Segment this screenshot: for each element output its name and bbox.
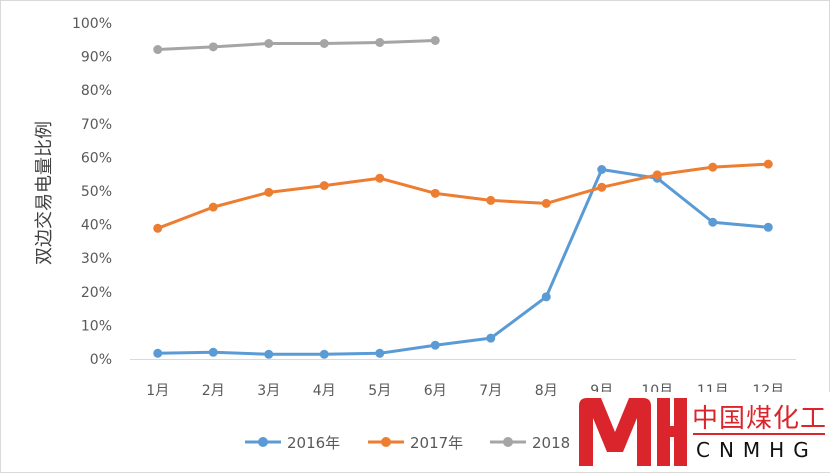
logo-mark-icon [579, 398, 687, 466]
data-point [319, 181, 329, 191]
series-line [157, 162, 769, 230]
y-tick-label: 0% [90, 352, 112, 368]
data-point [708, 217, 718, 227]
data-point [264, 38, 274, 48]
y-axis-ticks: 0% 10% 20% 30% 40% 50% 60% 70% 80% 90% 100% [72, 16, 112, 368]
legend: 2016年 2017年 2018 [245, 434, 570, 452]
legend-marker [503, 437, 513, 447]
series-line [157, 167, 769, 356]
logo-divider [693, 433, 825, 435]
legend-item: 2017年 [368, 434, 463, 452]
logo-text-chinese: 中国煤化工 [692, 404, 828, 434]
legend-marker [258, 437, 268, 447]
y-tick-label: 70% [81, 117, 112, 133]
x-tick-label: 5月 [368, 383, 391, 399]
series-2 [153, 159, 773, 233]
series-group [153, 35, 773, 359]
series-1 [153, 164, 773, 359]
data-point [375, 37, 385, 47]
y-tick-label: 20% [81, 285, 112, 301]
data-point [153, 348, 163, 358]
data-point [208, 202, 218, 212]
data-point [153, 45, 163, 55]
data-point [319, 349, 329, 359]
data-point [486, 333, 496, 343]
x-tick-label: 1月 [146, 383, 169, 399]
x-tick-label: 2月 [202, 383, 225, 399]
x-tick-label: 7月 [479, 383, 502, 399]
data-point [153, 223, 163, 233]
data-point [541, 292, 551, 302]
x-tick-label: 6月 [424, 383, 447, 399]
data-point [430, 188, 440, 198]
data-point [375, 348, 385, 358]
y-tick-label: 50% [81, 184, 112, 200]
data-point [208, 347, 218, 357]
data-point [763, 159, 773, 169]
y-tick-label: 80% [81, 83, 112, 99]
legend-item: 2018 [490, 434, 570, 452]
legend-label: 2017年 [410, 434, 463, 452]
data-point [264, 349, 274, 359]
logo-text-english: CNMHG [696, 438, 818, 462]
legend-marker [381, 437, 391, 447]
legend-label: 2018 [532, 434, 570, 452]
legend-label: 2016年 [287, 434, 340, 452]
data-point [319, 38, 329, 48]
data-point [597, 182, 607, 192]
data-point [486, 195, 496, 205]
x-tick-label: 4月 [313, 383, 336, 399]
y-tick-label: 30% [81, 251, 112, 267]
legend-item: 2016年 [245, 434, 340, 452]
y-tick-label: 40% [81, 218, 112, 234]
series-line [157, 38, 436, 52]
y-axis-label: 双边交易电量比例 [34, 121, 55, 265]
data-point [430, 340, 440, 350]
y-tick-label: 90% [81, 50, 112, 66]
data-point [597, 164, 607, 174]
data-point [763, 222, 773, 232]
brand-logo: 中国煤化工 CNMHG [575, 392, 830, 472]
data-point [708, 162, 718, 172]
x-tick-label: 3月 [257, 383, 280, 399]
data-point [208, 42, 218, 52]
y-tick-label: 60% [81, 150, 112, 166]
x-tick-label: 8月 [535, 383, 558, 399]
y-tick-label: 10% [81, 318, 112, 334]
data-point [375, 173, 385, 183]
data-point [541, 198, 551, 208]
series-3 [153, 35, 440, 55]
y-tick-label: 100% [72, 16, 112, 32]
data-point [430, 35, 440, 45]
data-point [652, 170, 662, 180]
data-point [264, 187, 274, 197]
